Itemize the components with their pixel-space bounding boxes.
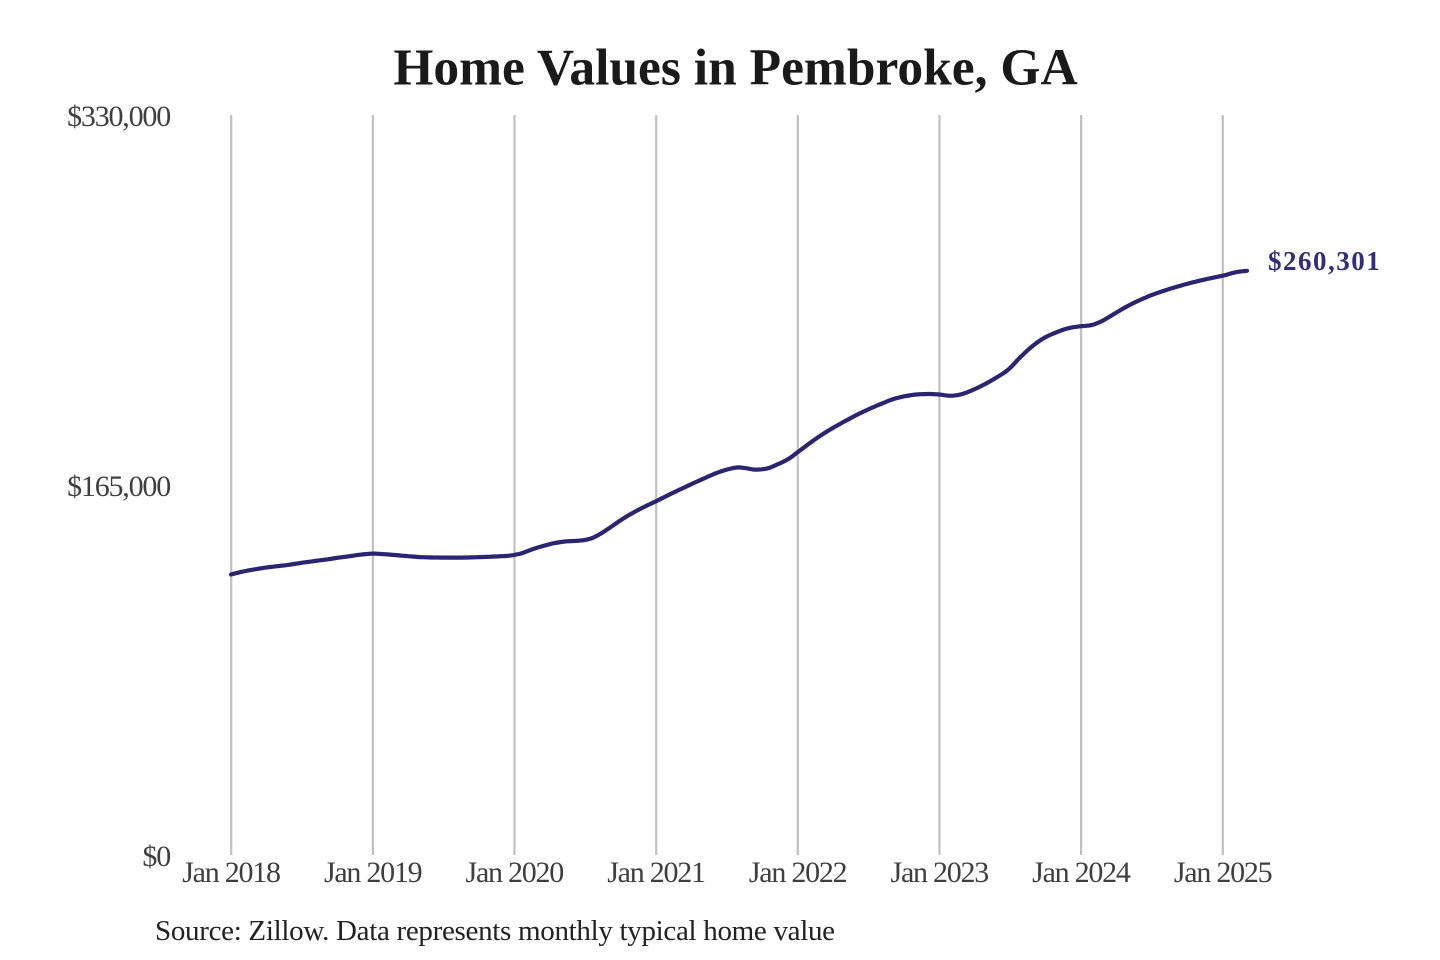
svg-text:Jan 2019: Jan 2019 xyxy=(324,856,422,889)
svg-text:$330,000: $330,000 xyxy=(67,100,170,133)
svg-text:Source: Zillow. Data represent: Source: Zillow. Data represents monthly … xyxy=(155,915,835,947)
svg-text:$260,301: $260,301 xyxy=(1268,246,1381,276)
svg-text:Jan 2018: Jan 2018 xyxy=(182,856,280,889)
svg-text:Jan 2020: Jan 2020 xyxy=(466,856,564,889)
svg-text:Jan 2021: Jan 2021 xyxy=(607,856,705,889)
svg-text:Jan 2025: Jan 2025 xyxy=(1174,856,1272,889)
svg-text:$165,000: $165,000 xyxy=(67,470,170,503)
svg-text:$0: $0 xyxy=(142,840,170,873)
svg-text:Jan 2022: Jan 2022 xyxy=(749,856,847,889)
svg-text:Jan 2023: Jan 2023 xyxy=(891,856,989,889)
svg-text:Home Values in Pembroke, GA: Home Values in Pembroke, GA xyxy=(393,40,1077,97)
svg-text:Jan 2024: Jan 2024 xyxy=(1032,856,1131,889)
